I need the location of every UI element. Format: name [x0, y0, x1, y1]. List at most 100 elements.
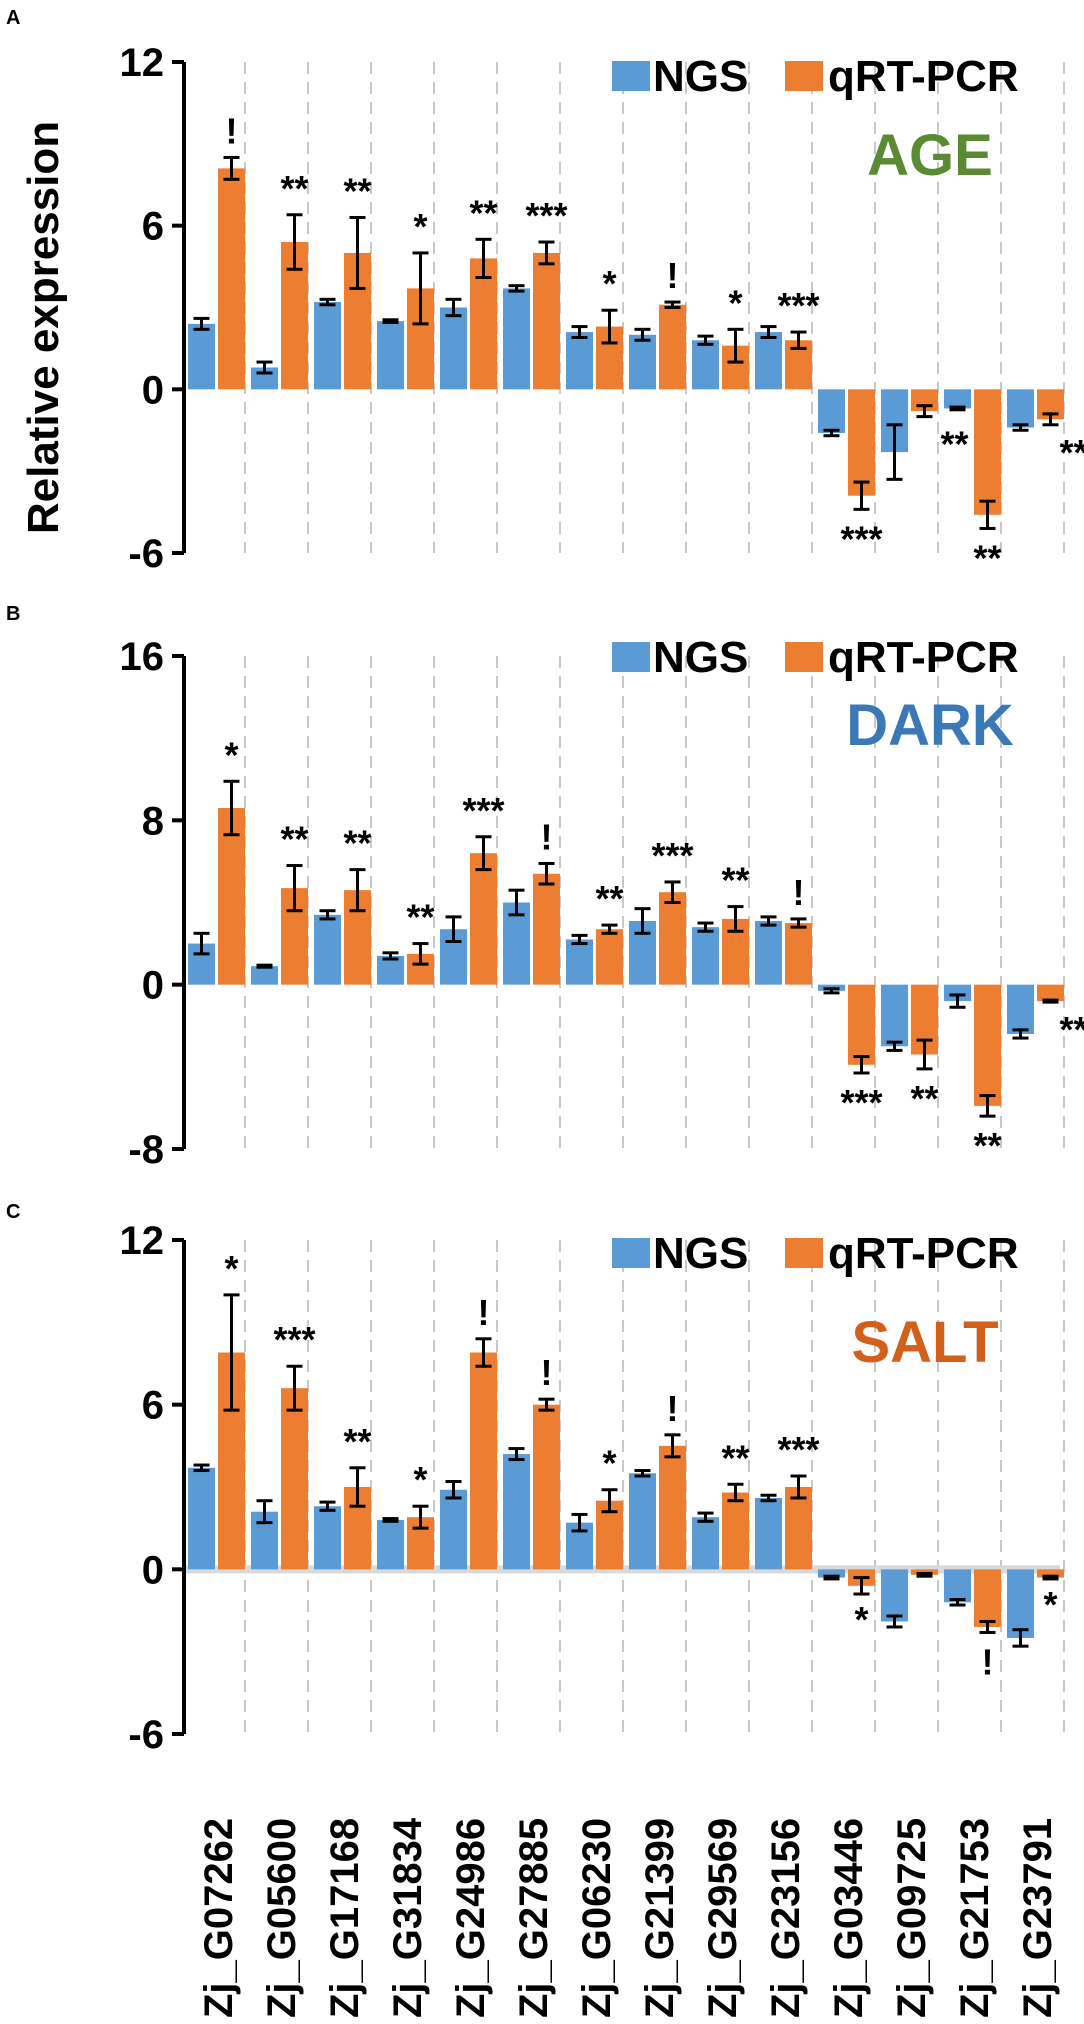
ngs-bar-zj_g21753 — [944, 389, 971, 409]
significance-mark: ** — [910, 1078, 938, 1119]
significance-mark: * — [1043, 1584, 1057, 1625]
significance-mark: *** — [777, 285, 819, 326]
significance-mark: ** — [721, 860, 749, 901]
ngs-bar-zj_g06230 — [566, 939, 593, 985]
legend-swatch-ngs — [612, 642, 650, 672]
ngs-bar-zj_g09725 — [881, 984, 908, 1047]
qrt-bar-zj_g23156 — [785, 1487, 812, 1570]
panel-letter: C — [6, 1201, 20, 1223]
legend-swatch-qrt — [785, 61, 823, 91]
significance-mark: ! — [478, 1292, 490, 1333]
ngs-bar-zj_g29569 — [692, 340, 719, 390]
significance-mark: ** — [280, 168, 308, 209]
y-tick-label: 12 — [120, 41, 165, 85]
qrt-bar-zj_g21753 — [974, 1569, 1001, 1627]
y-tick-label: 0 — [142, 1548, 164, 1592]
ngs-bar-zj_g21399 — [629, 334, 656, 390]
significance-mark: *** — [1059, 432, 1084, 473]
significance-mark: ** — [973, 537, 1001, 578]
ngs-bar-zj_g31834 — [377, 955, 404, 985]
ngs-bar-zj_g23156 — [755, 1497, 782, 1570]
significance-mark: * — [854, 1599, 868, 1640]
qrt-bar-zj_g21753 — [974, 389, 1001, 515]
significance-mark: * — [602, 263, 616, 304]
qrt-bar-zj_g23156 — [785, 923, 812, 985]
ngs-bar-zj_g23791 — [1007, 984, 1034, 1034]
y-tick-label: -6 — [128, 532, 164, 576]
qrt-bar-zj_g06230 — [596, 929, 623, 985]
panel-letter: B — [6, 603, 20, 625]
ngs-bar-zj_g06230 — [566, 332, 593, 390]
significance-mark: ** — [343, 170, 371, 211]
condition-label: AGE — [867, 123, 993, 188]
qrt-bar-zj_g23791 — [1037, 1569, 1064, 1578]
x-tick-label: Zj_G05600 — [260, 1818, 304, 2018]
qrt-bar-zj_g07262 — [218, 808, 245, 985]
significance-mark: ** — [721, 1437, 749, 1478]
significance-mark: * — [413, 1459, 427, 1500]
legend: NGS qRT-PCR — [612, 633, 1019, 682]
condition-label: SALT — [851, 1310, 998, 1375]
x-tick-label: Zj_G24986 — [449, 1818, 493, 2018]
x-tick-label: Zj_G29569 — [701, 1818, 745, 2018]
legend-label-ngs: NGS — [653, 52, 748, 101]
qrt-bar-zj_g24986 — [470, 1352, 497, 1570]
legend-label-ngs: NGS — [653, 1229, 748, 1278]
y-tick-label: -8 — [128, 1128, 164, 1172]
qrt-bar-zj_g05600 — [281, 1388, 308, 1570]
ngs-bar-zj_g21753 — [944, 984, 971, 1002]
legend-label-qrt: qRT-PCR — [828, 52, 1019, 101]
significance-mark: * — [413, 206, 427, 247]
significance-mark: ! — [541, 816, 553, 857]
significance-mark: ! — [667, 255, 679, 296]
ngs-bar-zj_g07262 — [188, 323, 215, 390]
ngs-bar-zj_g27885 — [503, 288, 530, 390]
qrt-bar-zj_g07262 — [218, 168, 245, 390]
significance-mark: *** — [462, 790, 504, 831]
x-tick-label: Zj_G27885 — [512, 1818, 556, 2018]
legend-swatch-qrt — [785, 642, 823, 672]
ngs-bar-zj_g23156 — [755, 920, 782, 985]
qrt-bar-zj_g21399 — [659, 1445, 686, 1570]
y-tick-label: 8 — [142, 799, 164, 843]
legend-swatch-qrt — [785, 1238, 823, 1268]
qrt-bar-zj_g24986 — [470, 258, 497, 390]
ngs-bar-zj_g03446 — [818, 389, 845, 433]
significance-mark: *** — [840, 518, 882, 559]
qrt-bar-zj_g27885 — [533, 873, 560, 985]
ngs-bar-zj_g05600 — [251, 966, 278, 985]
significance-mark: *** — [777, 1429, 819, 1470]
ngs-bar-zj_g31834 — [377, 1519, 404, 1570]
legend-label-qrt: qRT-PCR — [828, 633, 1019, 682]
x-tick-label: Zj_G17168 — [323, 1818, 367, 2018]
x-tick-label: Zj_G03446 — [827, 1818, 871, 2018]
significance-mark: * — [224, 734, 238, 775]
ngs-bar-zj_g24986 — [440, 1489, 467, 1570]
significance-mark: ** — [343, 823, 371, 864]
legend: NGS qRT-PCR — [612, 1229, 1019, 1278]
ngs-bar-zj_g27885 — [503, 1454, 530, 1570]
ngs-bar-zj_g09725 — [881, 1569, 908, 1622]
significance-mark: ** — [595, 878, 623, 919]
y-axis-label: Relative expression — [19, 121, 68, 534]
x-tick-label: Zj_G31834 — [386, 1817, 430, 2018]
legend-label-ngs: NGS — [653, 633, 748, 682]
significance-mark: ** — [280, 819, 308, 860]
ngs-bar-zj_g29569 — [692, 927, 719, 985]
ngs-bar-zj_g21753 — [944, 1569, 971, 1603]
x-tick-label: Zj_G23791 — [1016, 1818, 1060, 2018]
ngs-bar-zj_g07262 — [188, 1467, 215, 1570]
ngs-bar-zj_g23156 — [755, 332, 782, 390]
qrt-bar-zj_g24986 — [470, 853, 497, 985]
y-tick-label: 6 — [142, 1384, 164, 1428]
ngs-bar-zj_g17168 — [314, 914, 341, 985]
ngs-bar-zj_g03446 — [818, 1569, 845, 1578]
ngs-bar-zj_g23791 — [1007, 389, 1034, 428]
qrt-bar-zj_g23791 — [1037, 984, 1064, 1002]
significance-mark: ** — [973, 1125, 1001, 1166]
significance-mark: ** — [469, 192, 497, 233]
qrt-bar-zj_g03446 — [848, 389, 875, 496]
significance-mark: ** — [940, 424, 968, 465]
ngs-bar-zj_g23791 — [1007, 1569, 1034, 1638]
